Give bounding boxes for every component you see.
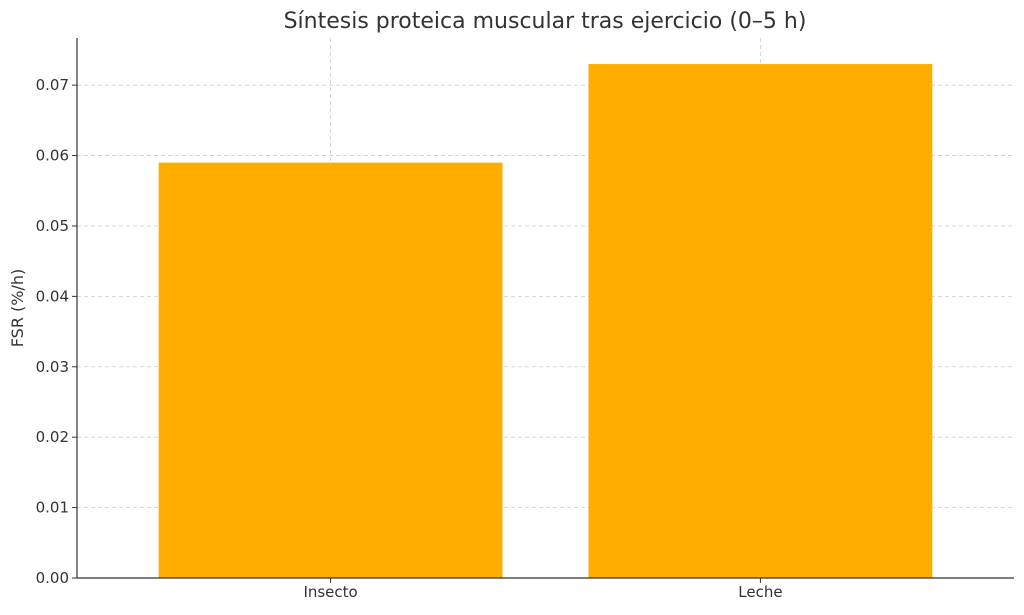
bar-insecto [158,162,503,578]
y-tick-label: 0.02 [36,428,69,446]
axes [72,38,1014,583]
y-tick-label: 0.01 [36,499,69,517]
y-tick-label: 0.05 [36,217,69,235]
x-tick-label: Insecto [303,583,357,601]
y-tick-label: 0.07 [36,76,69,94]
bars [158,64,933,578]
bar-leche [588,64,933,578]
y-axis-label: FSR (%/h) [8,269,27,348]
y-tick-label: 0.04 [36,287,69,305]
y-tick-label: 0.06 [36,147,69,165]
x-tick-labels: Insecto Leche [303,583,782,601]
y-tick-label: 0.03 [36,358,69,376]
x-tick-label: Leche [738,583,782,601]
y-tick-label: 0.00 [36,569,69,587]
y-tick-labels: 0.00 0.01 0.02 0.03 0.04 0.05 0.06 0.07 [36,76,69,587]
chart-title: Síntesis proteica muscular tras ejercici… [284,9,807,34]
